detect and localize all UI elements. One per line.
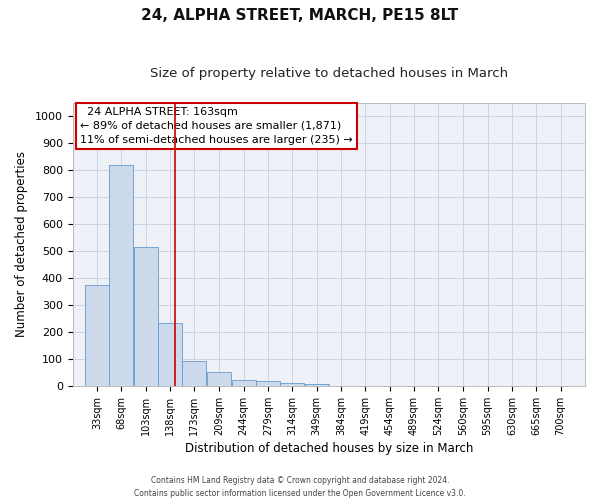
X-axis label: Distribution of detached houses by size in March: Distribution of detached houses by size …: [185, 442, 473, 455]
Bar: [109, 164, 133, 386]
Title: Size of property relative to detached houses in March: Size of property relative to detached ho…: [150, 68, 508, 80]
Bar: [305, 384, 329, 386]
Bar: [232, 380, 256, 386]
Text: Contains HM Land Registry data © Crown copyright and database right 2024.
Contai: Contains HM Land Registry data © Crown c…: [134, 476, 466, 498]
Bar: [158, 322, 182, 386]
Bar: [134, 247, 158, 386]
Text: 24 ALPHA STREET: 163sqm
← 89% of detached houses are smaller (1,871)
11% of semi: 24 ALPHA STREET: 163sqm ← 89% of detache…: [80, 107, 353, 145]
Bar: [280, 382, 304, 386]
Y-axis label: Number of detached properties: Number of detached properties: [15, 151, 28, 337]
Text: 24, ALPHA STREET, MARCH, PE15 8LT: 24, ALPHA STREET, MARCH, PE15 8LT: [142, 8, 458, 22]
Bar: [256, 382, 280, 386]
Bar: [85, 284, 109, 386]
Bar: [182, 361, 206, 386]
Bar: [208, 372, 231, 386]
